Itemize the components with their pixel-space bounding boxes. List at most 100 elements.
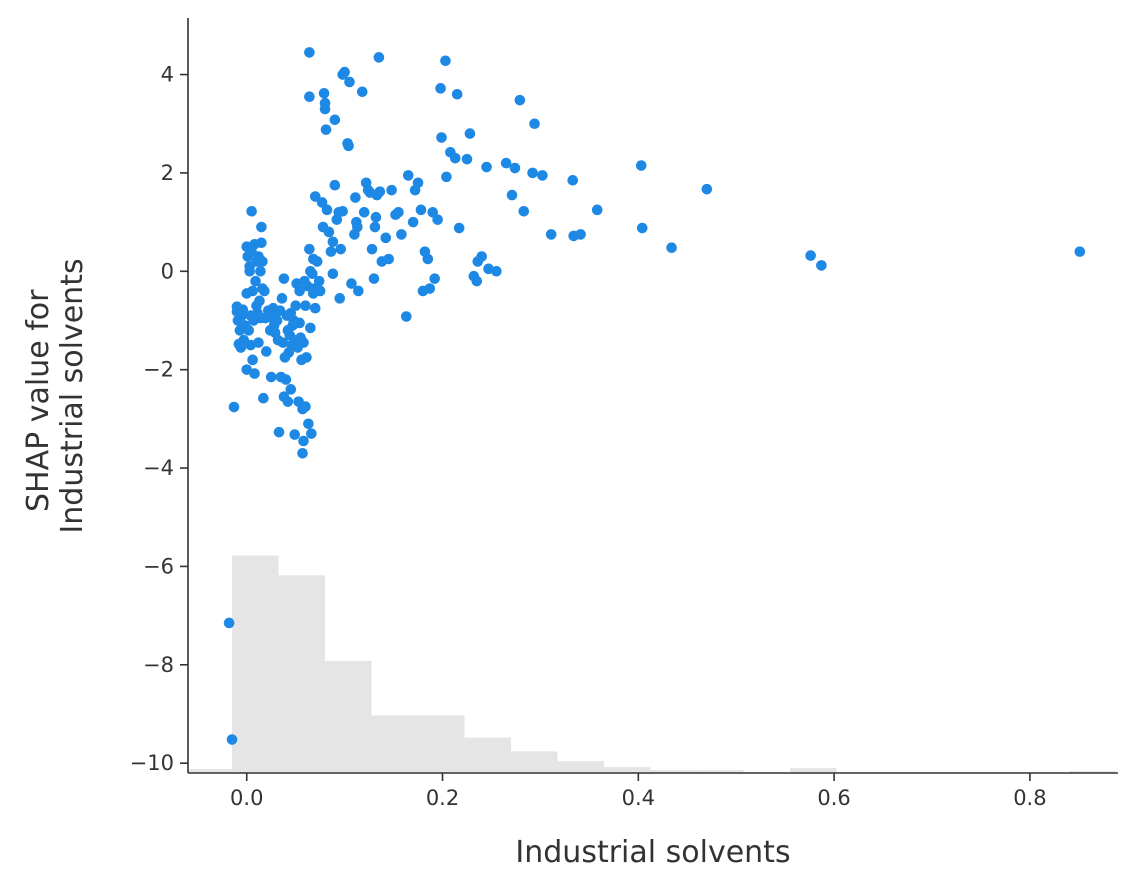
histogram-bar [511,751,558,773]
scatter-point [383,253,394,265]
scatter-point [370,211,382,223]
scatter-point [329,114,341,126]
scatter-point [429,273,440,284]
scatter-point [380,232,392,244]
scatter-point [327,268,339,280]
scatter-point [253,337,264,348]
scatter-point [435,83,446,94]
scatter-point [401,311,412,322]
scatter-point [306,428,317,439]
scatter-point [318,87,330,99]
scatter-point [298,337,309,348]
histogram-bar [232,555,279,773]
y-tick-label: −8 [143,653,174,677]
scatter-point [256,237,267,249]
scatter-point [265,371,277,383]
scatter-point [424,283,436,294]
scatter-point [374,186,386,197]
scatter-point [247,354,258,366]
y-tick-label: −2 [143,358,174,382]
y-axis-label-line-1: SHAP value for [21,289,56,512]
scatter-point [816,260,827,271]
scatter-point [353,285,364,297]
scatter-point [314,285,326,297]
scatter-point [506,189,518,201]
scatter-point [529,118,540,130]
histogram-bar [278,575,326,773]
scatter-point [635,160,647,171]
x-tick-label: 0.8 [1013,786,1046,810]
x-tick-label: 0.6 [817,786,850,810]
y-axis-label-line-2: Industrial solvents [55,258,90,533]
scatter-point [244,266,255,277]
scatter-point [591,204,603,216]
scatter-point [464,128,476,139]
y-tick-label: 2 [161,161,174,185]
scatter-point [258,392,269,404]
x-tick-label: 0.4 [622,786,655,810]
scatter-point [247,285,258,297]
scatter-point [567,175,579,186]
histogram-bar [464,737,512,773]
scatter-point [545,229,557,240]
scatter-point [453,222,465,234]
scatter-point [1074,246,1086,257]
scatter-point [294,317,305,329]
y-tick-label: −6 [143,554,174,578]
scatter-point [304,243,315,255]
scatter-point [337,205,348,217]
scatter-point [282,396,294,407]
scatter-point [509,162,521,174]
scatter-point [352,221,363,233]
scatter-point [334,293,346,304]
scatter-point [350,192,361,203]
scatter-point [261,346,272,357]
scatter-point [407,216,419,228]
x-tick-label: 0.0 [230,786,263,810]
scatter-point [276,293,288,304]
scatter-point [327,236,339,248]
scatter-point [305,322,316,334]
histogram-bar [557,761,605,773]
scatter-point [329,179,341,191]
y-tick-label: −10 [130,751,174,775]
scatter-point [491,266,502,277]
scatter-point [298,435,309,447]
scatter-point [358,206,370,218]
scatter-point [255,266,266,277]
scatter-point [369,221,381,233]
scatter-point [666,242,677,253]
y-tick-label: 4 [161,63,174,87]
scatter-point [451,88,463,100]
scatter-point [243,325,254,336]
scatter-point [402,170,414,181]
x-tick-label: 0.2 [426,786,459,810]
scatter-point [432,214,443,225]
scatter-point [436,132,447,143]
scatter-point [575,229,586,240]
scatter-point [320,124,332,135]
scatter-point [303,418,314,430]
scatter-point [449,152,461,164]
scatter-point [527,167,538,179]
scatter-point [278,273,290,284]
scatter-point [514,94,526,106]
scatter-point [259,285,270,297]
scatter-point [325,246,337,257]
scatter-point [805,250,816,261]
scatter-point [396,229,407,240]
scatter-point [300,300,311,312]
scatter-point [346,278,357,289]
y-tick-label: −4 [143,456,174,480]
scatter-point [307,268,318,280]
x-ticks: 0.0 0.2 0.4 0.6 0.8 [230,773,1047,810]
scatter-point [294,285,305,297]
scatter-point [246,205,257,217]
scatter-point [280,374,292,385]
scatter-point [226,734,238,745]
histogram-bar [325,660,372,773]
scatter-point [471,275,483,287]
axes: 0.0 0.2 0.4 0.6 0.8 4 2 0 −2 −4 −6 −8 −10 [130,18,1118,810]
scatter-point [228,401,240,413]
